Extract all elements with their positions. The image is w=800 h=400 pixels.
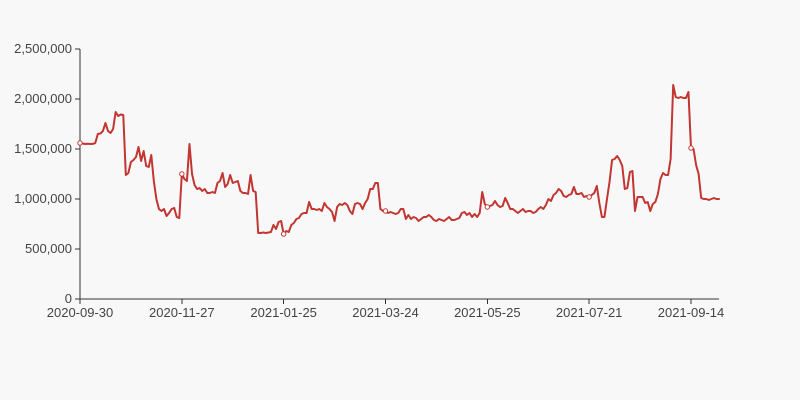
y-tick-label: 500,000	[25, 241, 72, 256]
data-point-marker	[586, 194, 592, 200]
y-tick-label: 1,500,000	[14, 141, 72, 156]
series-group	[77, 84, 720, 237]
y-axis-ticks: 0 500,000 1,000,000 1,500,000 2,000,000 2,500…	[14, 41, 80, 306]
x-tick-label: 2021-07-21	[556, 305, 623, 320]
x-tick-label: 2020-11-27	[149, 305, 215, 320]
x-tick-label: 2021-09-14	[658, 305, 725, 320]
data-point-marker	[77, 140, 83, 146]
x-tick-label: 2020-09-30	[47, 305, 114, 320]
data-point-marker	[382, 208, 389, 214]
data-point-marker	[484, 204, 491, 210]
data-point-marker	[179, 171, 185, 177]
x-axis-ticks: 2020-09-30 2020-11-27 2021-01-25 2021-03-24…	[47, 299, 724, 320]
x-tick-label: 2021-05-25	[454, 305, 521, 320]
series-line	[79, 84, 720, 235]
x-tick-label: 2021-03-24	[352, 305, 419, 320]
x-tick-label: 2021-01-25	[250, 305, 317, 320]
y-tick-label: 2,500,000	[14, 41, 72, 56]
data-point-marker	[280, 231, 287, 237]
data-point-marker	[688, 145, 694, 151]
axes	[79, 49, 719, 300]
y-tick-label: 2,000,000	[14, 91, 72, 106]
y-tick-label: 0	[65, 291, 72, 306]
y-tick-label: 1,000,000	[14, 191, 72, 206]
